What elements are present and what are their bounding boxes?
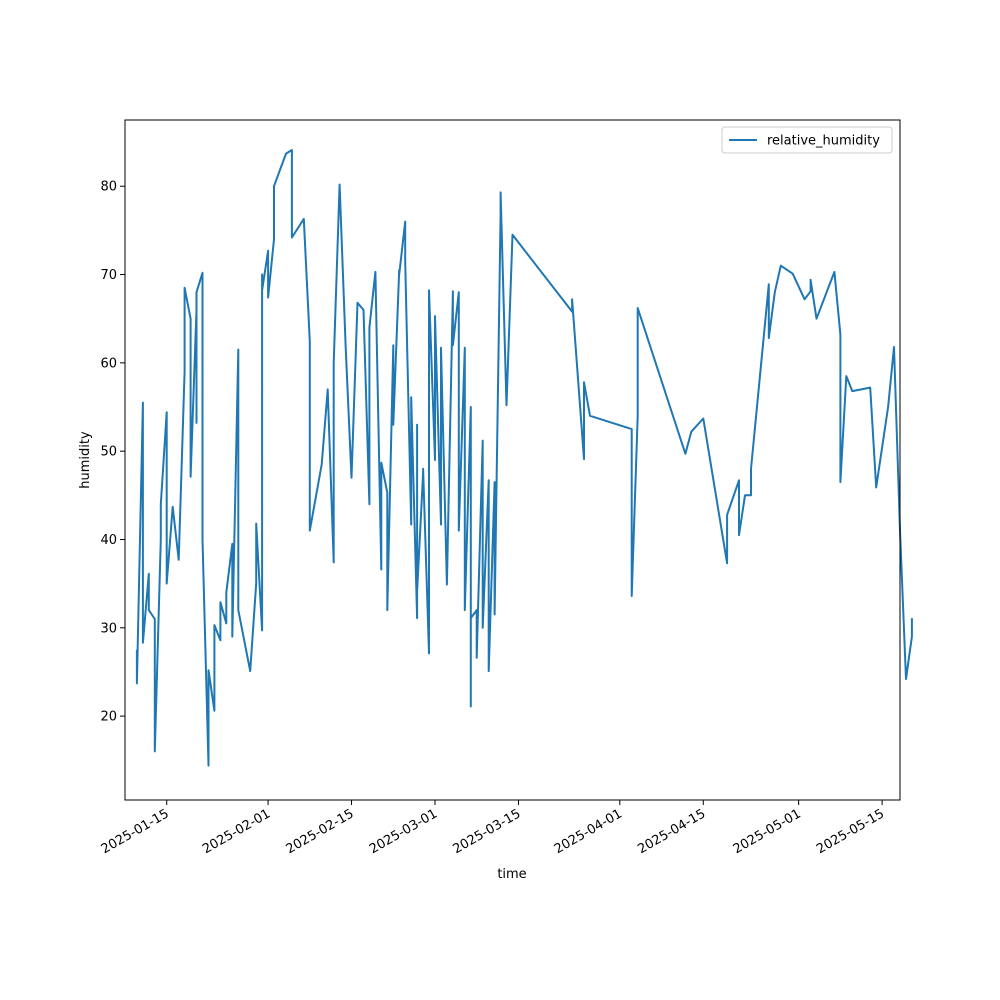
legend: relative_humidity: [721, 126, 893, 154]
y-tick-label: 20: [100, 710, 117, 725]
x-axis-label: time: [497, 867, 526, 882]
y-tick-label: 50: [100, 445, 117, 460]
y-axis-label: humidity: [78, 431, 93, 489]
series-line: [135, 149, 913, 767]
y-tick-label: 60: [100, 356, 117, 371]
legend-box: [721, 126, 893, 154]
y-tick-label: 40: [100, 533, 117, 548]
plot-layer: [135, 149, 913, 767]
y-tick-label: 70: [100, 268, 117, 283]
y-tick-label: 30: [100, 621, 117, 636]
plot-frame: [124, 119, 901, 801]
legend-label: relative_humidity: [767, 134, 880, 149]
y-axis: 20 30 40 50 60 70 80: [100, 180, 125, 725]
y-tick-label: 80: [100, 180, 117, 195]
